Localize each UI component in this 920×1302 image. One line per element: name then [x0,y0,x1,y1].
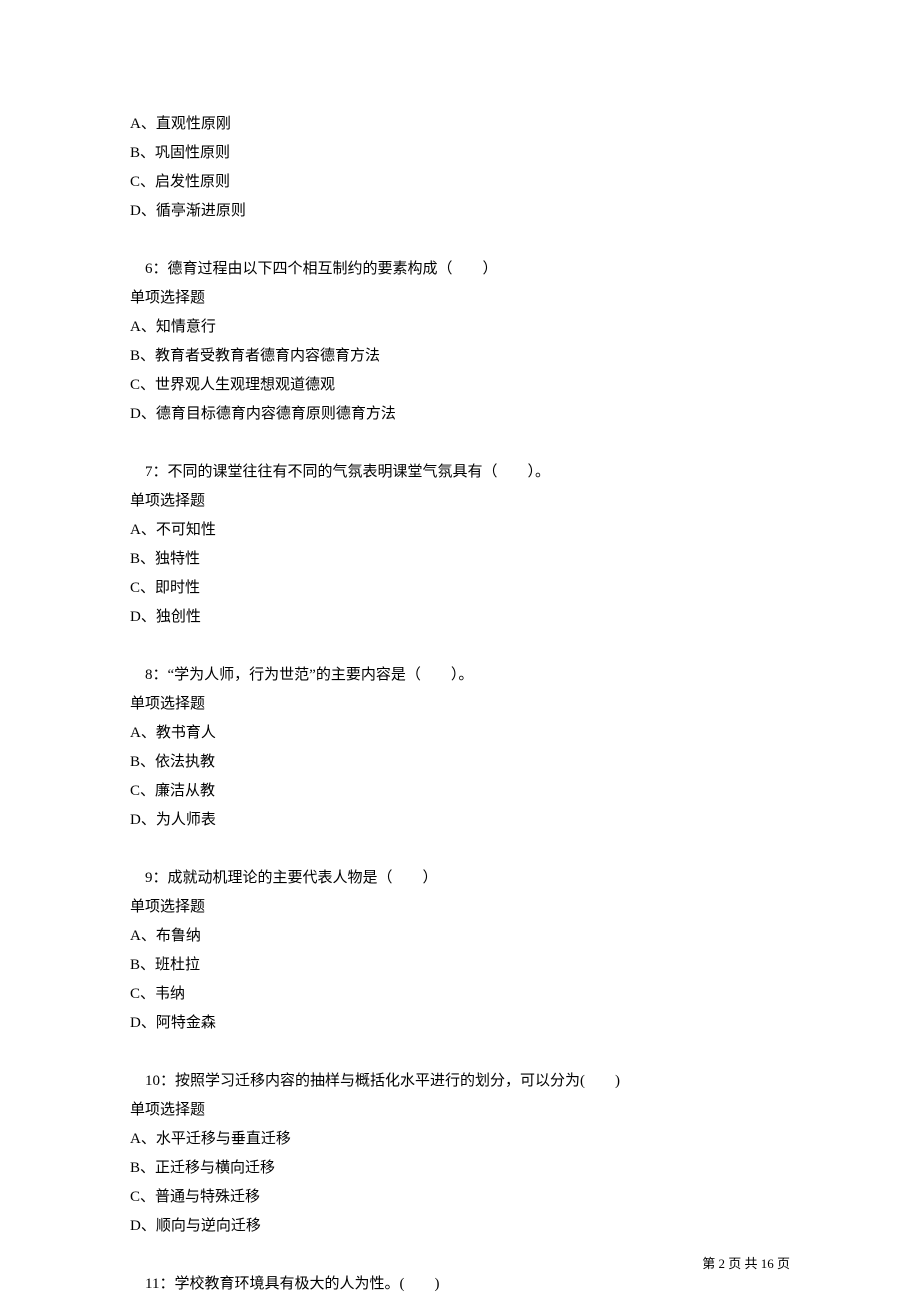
q10-option-c: C、普通与特殊迁移 [130,1183,790,1212]
q9-option-a: A、布鲁纳 [130,922,790,951]
q9-option-c: C、韦纳 [130,980,790,1009]
q10-option-a: A、水平迁移与垂直迁移 [130,1125,790,1154]
q10-option-d: D、顺向与逆向迁移 [130,1212,790,1241]
q9-stem: 9：成就动机理论的主要代表人物是（ ） [130,864,790,893]
page-footer: 第 2 页 共 16 页 [702,1253,790,1272]
q10-stem: 10：按照学习迁移内容的抽样与概括化水平进行的划分，可以分为( ) [130,1067,790,1096]
q7-option-a: A、不可知性 [130,516,790,545]
q8-option-a: A、教书育人 [130,719,790,748]
spacer [130,226,790,255]
q7-stem: 7：不同的课堂往往有不同的气氛表明课堂气氛具有（ ）。 [130,458,790,487]
q6-option-a: A、知情意行 [130,313,790,342]
q9-option-d: D、阿特金森 [130,1009,790,1038]
spacer [130,1038,790,1067]
spacer [130,632,790,661]
q7-option-c: C、即时性 [130,574,790,603]
q6-type: 单项选择题 [130,284,790,313]
spacer [130,429,790,458]
q10-option-b: B、正迁移与横向迁移 [130,1154,790,1183]
q5-option-c: C、启发性原则 [130,168,790,197]
q5-option-d: D、循亭渐进原则 [130,197,790,226]
spacer [130,835,790,864]
q9-type: 单项选择题 [130,893,790,922]
q8-option-b: B、依法执教 [130,748,790,777]
q6-option-b: B、教育者受教育者德育内容德育方法 [130,342,790,371]
q7-option-d: D、独创性 [130,603,790,632]
q5-option-a: A、直观性原刚 [130,110,790,139]
q8-option-d: D、为人师表 [130,806,790,835]
q8-option-c: C、廉洁从教 [130,777,790,806]
q9-option-b: B、班杜拉 [130,951,790,980]
spacer [130,1241,790,1270]
q7-option-b: B、独特性 [130,545,790,574]
q8-stem: 8：“学为人师，行为世范”的主要内容是（ ）。 [130,661,790,690]
q6-stem: 6：德育过程由以下四个相互制约的要素构成（ ） [130,255,790,284]
q7-type: 单项选择题 [130,487,790,516]
q6-option-c: C、世界观人生观理想观道德观 [130,371,790,400]
q11-stem: 11：学校教育环境具有极大的人为性。( ) [130,1270,790,1299]
q6-option-d: D、德育目标德育内容德育原则德育方法 [130,400,790,429]
q5-option-b: B、巩固性原则 [130,139,790,168]
q10-type: 单项选择题 [130,1096,790,1125]
q8-type: 单项选择题 [130,690,790,719]
document-page: A、直观性原刚 B、巩固性原则 C、启发性原则 D、循亭渐进原则 6：德育过程由… [0,0,920,1299]
